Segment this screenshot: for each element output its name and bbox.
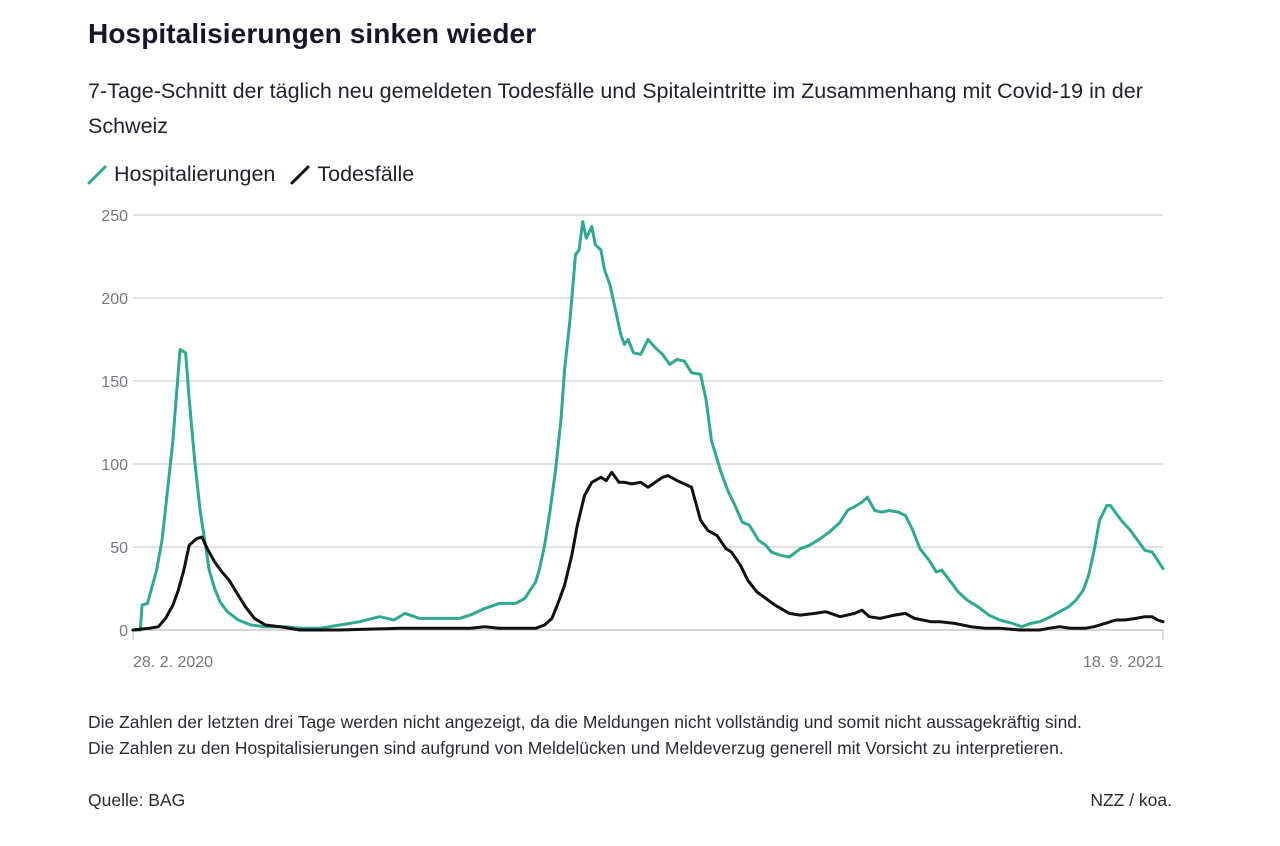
y-tick-label: 0 xyxy=(119,623,128,640)
legend-item-todesfaelle: Todesfälle xyxy=(289,162,414,187)
legend-label: Hospitalierungen xyxy=(114,162,276,186)
chart-title: Hospitalisierungen sinken wieder xyxy=(88,18,537,49)
footnote: Die Zahlen der letzten drei Tage werden … xyxy=(88,712,1082,758)
line-slash-icon xyxy=(87,165,107,184)
y-tick-label: 250 xyxy=(101,208,128,225)
source-label: Quelle: BAG xyxy=(88,790,186,810)
y-tick-label: 200 xyxy=(101,291,128,308)
credit-label: NZZ / koa. xyxy=(1090,790,1172,810)
x-axis-ticks: 28. 2. 2020 18. 9. 2021 xyxy=(132,630,1164,671)
y-tick-label: 150 xyxy=(101,374,128,391)
gridlines xyxy=(133,214,1163,631)
x-tick-label: 28. 2. 2020 xyxy=(133,654,213,671)
line-slash-icon xyxy=(290,165,310,184)
legend-label: Todesfälle xyxy=(317,162,415,186)
series-line-hospitalisierungen xyxy=(131,220,1165,632)
legend-item-hospitalisierungen: Hospitalierungen xyxy=(86,162,275,187)
line-chart: 0 50 100 150 200 250 28. 2. 2020 18. 9. 2021 xyxy=(101,208,1165,671)
y-tick-label: 50 xyxy=(110,540,128,557)
y-tick-label: 100 xyxy=(101,457,128,474)
legend: Hospitalierungen Todesfälle xyxy=(86,162,428,187)
series-line-todesfaelle xyxy=(131,470,1165,632)
chart-subtitle: 7-Tage-Schnitt der täglich neu gemeldete… xyxy=(88,79,1143,138)
y-axis-ticks: 0 50 100 150 200 250 xyxy=(101,208,128,640)
series-lines xyxy=(131,220,1165,632)
x-tick-label: 18. 9. 2021 xyxy=(1083,654,1163,671)
